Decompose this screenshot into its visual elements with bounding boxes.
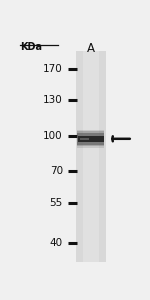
Text: KDa: KDa: [20, 42, 42, 52]
Text: 170: 170: [43, 64, 63, 74]
Text: 130: 130: [43, 94, 63, 104]
Bar: [80, 138, 89, 140]
Bar: [77, 133, 104, 145]
Bar: [77, 130, 104, 148]
Bar: [76, 51, 106, 262]
Text: 55: 55: [50, 199, 63, 208]
Bar: [78, 136, 104, 142]
Bar: [77, 131, 104, 146]
Text: 70: 70: [50, 166, 63, 176]
Text: A: A: [87, 42, 95, 55]
Text: 100: 100: [43, 131, 63, 142]
Text: 40: 40: [50, 238, 63, 248]
Bar: [82, 51, 99, 262]
